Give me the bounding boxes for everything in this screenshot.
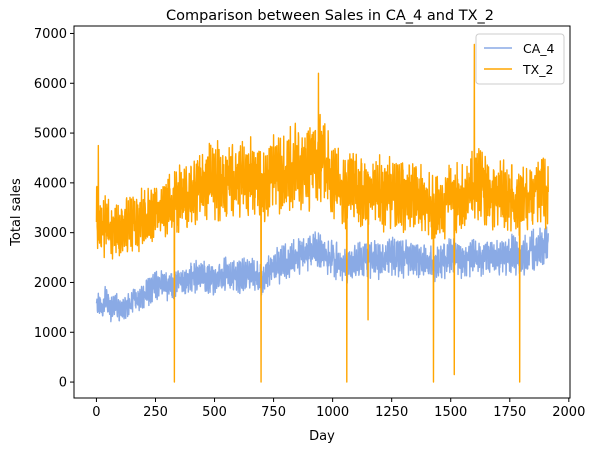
series-line-tx-2: [95, 43, 549, 383]
y-tick-label: 1000: [34, 326, 67, 341]
x-tick-label: 750: [261, 405, 286, 420]
legend-label-ca4: CA_4: [523, 41, 555, 56]
x-tick-label: 250: [143, 405, 168, 420]
y-axis-label: Total sales: [9, 178, 24, 247]
chart-title: Comparison between Sales in CA_4 and TX_…: [166, 8, 494, 24]
y-tick-label: 2000: [34, 276, 67, 291]
x-tick-label: 0: [92, 405, 100, 420]
legend-box: [475, 33, 565, 85]
x-tick-label: 500: [202, 405, 227, 420]
y-tick-label: 0: [59, 376, 67, 391]
y-tick-label: 3000: [34, 226, 67, 241]
y-tick-label: 4000: [34, 176, 67, 191]
x-tick-label: 1750: [493, 405, 526, 420]
x-tick-label: 2000: [552, 405, 585, 420]
y-tick-label: 7000: [34, 27, 67, 42]
legend: CA_4 TX_2: [475, 33, 565, 85]
plot-area-frame: [73, 25, 571, 399]
x-tick-label: 1500: [434, 405, 467, 420]
x-tick-label: 1000: [316, 405, 349, 420]
legend-label-tx2: TX_2: [522, 62, 553, 77]
y-tick-label: 6000: [34, 77, 67, 92]
y-tick-label: 5000: [34, 127, 67, 142]
series-line-ca-4: [95, 226, 549, 323]
x-tick-label: 1250: [375, 405, 408, 420]
x-axis-label: Day: [309, 429, 335, 444]
